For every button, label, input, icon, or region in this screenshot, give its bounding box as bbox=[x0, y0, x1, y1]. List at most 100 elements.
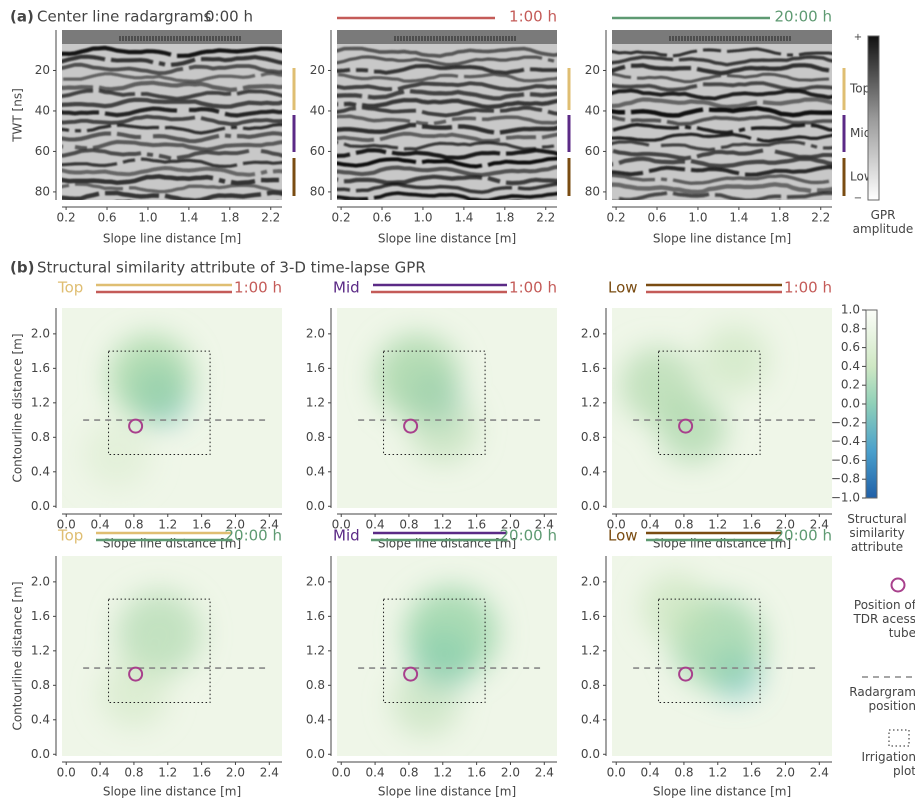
y-tick-label: 0.8 bbox=[581, 430, 600, 444]
reflection bbox=[612, 47, 832, 58]
reflection bbox=[62, 114, 282, 127]
reflection bbox=[612, 164, 832, 177]
x-tick-label: 1.6 bbox=[467, 518, 486, 532]
reflection bbox=[337, 46, 557, 58]
x-tick-label: 2.4 bbox=[810, 518, 829, 532]
radargram bbox=[337, 30, 557, 200]
reflection bbox=[612, 156, 832, 169]
x-tick-label: 1.6 bbox=[192, 766, 211, 780]
reflection bbox=[62, 45, 282, 58]
y-tick-label: 0.8 bbox=[31, 430, 50, 444]
blobs bbox=[99, 591, 202, 728]
y-tick-label: 0.0 bbox=[581, 499, 600, 513]
reflection bbox=[337, 191, 557, 200]
colorbar-tick-label: 0.6 bbox=[841, 340, 860, 354]
tdr-tube bbox=[403, 666, 419, 682]
y-tick-label: 1.2 bbox=[31, 643, 50, 657]
time-label: 20:00 h bbox=[224, 527, 282, 545]
x-tick-label: 2.0 bbox=[776, 518, 795, 532]
panel-title: Structural similarity attribute of 3-D t… bbox=[37, 259, 426, 277]
y-tick-label: 0.8 bbox=[306, 678, 325, 692]
x-tick-label: 0.8 bbox=[124, 766, 143, 780]
reflection bbox=[612, 132, 832, 143]
similarity-map bbox=[612, 556, 832, 756]
reflection bbox=[612, 88, 832, 101]
layer-label: Mid bbox=[333, 527, 360, 545]
reflection bbox=[612, 182, 832, 195]
panel-label: (a) bbox=[10, 8, 34, 26]
x-tick-label: 0.2 bbox=[332, 211, 351, 225]
y-axis-label: Contourline distance [m] bbox=[11, 581, 25, 730]
x-tick-label: 0.4 bbox=[641, 766, 660, 780]
y-tick-label: 40 bbox=[585, 103, 600, 117]
blob bbox=[99, 659, 168, 728]
layer-label: Mid bbox=[850, 126, 871, 140]
x-tick-label: 1.8 bbox=[220, 211, 239, 225]
reflection bbox=[62, 54, 282, 67]
panel-title: Center line radargrams bbox=[37, 8, 212, 26]
time-label: 20:00 h bbox=[774, 8, 832, 26]
reflections bbox=[337, 46, 557, 200]
y-tick-label: 0.4 bbox=[306, 464, 325, 478]
legend-irrigation bbox=[888, 729, 910, 747]
colorbar-tick-label: 0.2 bbox=[841, 378, 860, 392]
colorbar-tick-label: 0.4 bbox=[841, 359, 860, 373]
reflection bbox=[62, 97, 282, 109]
x-tick-label: 0.0 bbox=[332, 766, 351, 780]
x-tick-label: 0.4 bbox=[366, 518, 385, 532]
y-tick-label: 2.0 bbox=[31, 326, 50, 340]
reflection bbox=[343, 198, 524, 200]
x-tick-label: 1.0 bbox=[688, 211, 707, 225]
y-tick-label: 2.0 bbox=[581, 574, 600, 588]
y-tick-label: 0.8 bbox=[31, 678, 50, 692]
reflection bbox=[337, 164, 557, 178]
colorbar-max: + bbox=[854, 32, 862, 43]
x-tick-label: 1.6 bbox=[742, 518, 761, 532]
irrigation-plot bbox=[383, 350, 486, 456]
reflection bbox=[62, 62, 282, 76]
colorbar-min: − bbox=[854, 193, 862, 204]
x-tick-label: 0.8 bbox=[399, 766, 418, 780]
reflection bbox=[612, 81, 832, 92]
y-tick-label: 1.6 bbox=[31, 609, 50, 623]
x-tick-label: 0.8 bbox=[674, 766, 693, 780]
reflection bbox=[337, 182, 557, 194]
colorbar-label: GPR amplitude bbox=[852, 208, 914, 236]
x-tick-label: 0.0 bbox=[57, 518, 76, 532]
y-tick-label: 1.2 bbox=[581, 643, 600, 657]
y-tick-label: 0.4 bbox=[581, 712, 600, 726]
x-tick-label: 1.4 bbox=[454, 211, 473, 225]
x-tick-label: 1.8 bbox=[770, 211, 789, 225]
x-tick-label: 1.2 bbox=[433, 518, 452, 532]
x-tick-label: 0.8 bbox=[674, 518, 693, 532]
time-label: 20:00 h bbox=[774, 527, 832, 545]
x-tick-label: 0.4 bbox=[641, 518, 660, 532]
colorbar-label: Structural similarity attribute bbox=[847, 512, 907, 554]
tdr-tube bbox=[678, 666, 694, 682]
blob bbox=[116, 591, 202, 677]
legend-label: Position of TDR acess tube bbox=[853, 598, 915, 640]
reflection bbox=[63, 71, 282, 84]
y-tick-label: 1.2 bbox=[581, 395, 600, 409]
x-axis-label: Slope line distance [m] bbox=[378, 232, 516, 246]
x-tick-label: 1.2 bbox=[158, 518, 177, 532]
reflection bbox=[337, 105, 557, 118]
blob bbox=[108, 334, 194, 420]
direct-wave bbox=[612, 30, 832, 44]
y-tick-label: 1.6 bbox=[306, 609, 325, 623]
x-tick-label: 0.6 bbox=[647, 211, 666, 225]
layer-label: Low bbox=[608, 279, 638, 297]
y-tick-label: 1.6 bbox=[306, 361, 325, 375]
y-axis-label: TWT [ns] bbox=[11, 88, 25, 143]
y-tick-label: 1.6 bbox=[31, 361, 50, 375]
reflection bbox=[612, 97, 832, 110]
blob bbox=[641, 573, 710, 642]
legend-label: Irrigation plot bbox=[861, 750, 915, 778]
tdr-tube bbox=[128, 418, 144, 434]
y-tick-label: 1.6 bbox=[581, 361, 600, 375]
legend-label: Radargram position bbox=[849, 685, 915, 713]
y-tick-label: 0.0 bbox=[581, 747, 600, 761]
time-label: 0:00 h bbox=[205, 8, 253, 26]
colorbar-tick-label: −1.0 bbox=[831, 491, 860, 505]
reflection bbox=[62, 157, 282, 168]
